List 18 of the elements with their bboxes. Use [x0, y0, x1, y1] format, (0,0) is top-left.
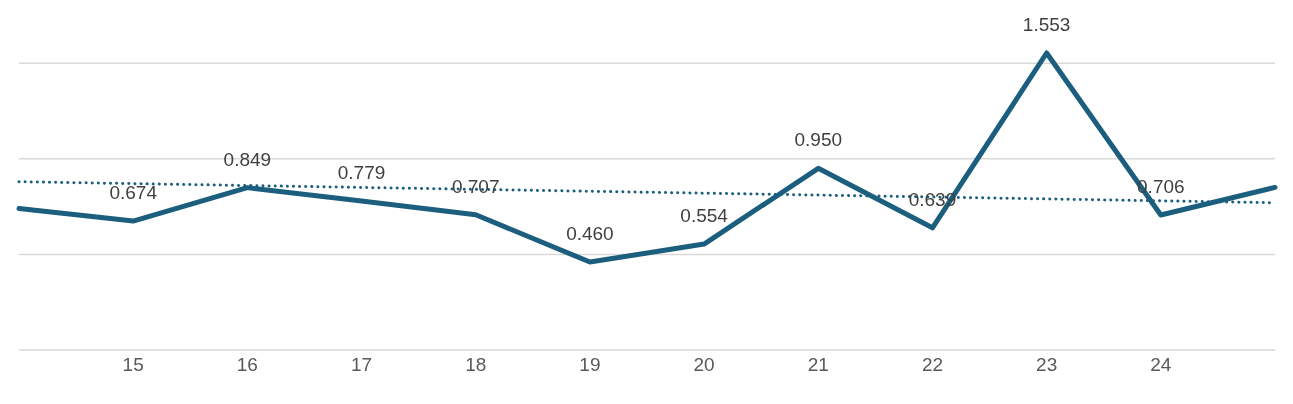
data-label: 0.460 — [566, 223, 614, 245]
x-tick-label: 18 — [465, 354, 487, 376]
x-tick-label: 19 — [579, 354, 601, 376]
data-label: 0.950 — [794, 129, 843, 151]
x-tick-label: 20 — [693, 354, 715, 376]
x-tick-label: 17 — [350, 354, 373, 376]
data-label: 0.707 — [451, 175, 500, 197]
data-label: 0.554 — [680, 205, 729, 227]
data-label: 0.779 — [337, 162, 386, 184]
x-tick-label: 15 — [122, 354, 144, 376]
x-tick-label: 22 — [921, 354, 944, 376]
data-label: 1.553 — [1022, 14, 1071, 35]
data-label: 0.674 — [109, 182, 158, 204]
x-tick-label: 24 — [1150, 354, 1172, 376]
x-tick-label: 16 — [236, 354, 258, 376]
x-tick-label: 23 — [1036, 354, 1058, 376]
data-label: 0.849 — [223, 148, 272, 170]
x-tick-label: 21 — [807, 354, 829, 376]
